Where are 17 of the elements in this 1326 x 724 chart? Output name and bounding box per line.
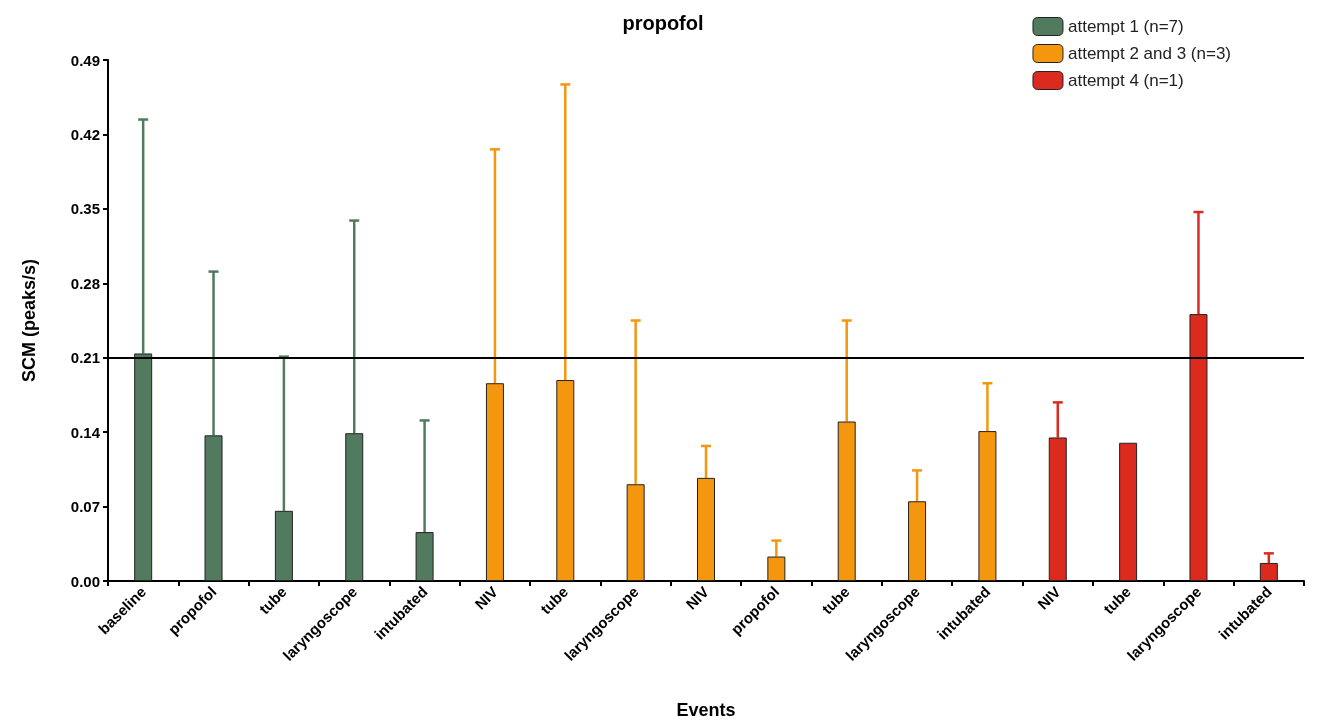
y-tick-label: 0.00 <box>70 572 100 590</box>
x-axis-title: Events <box>676 700 736 720</box>
y-tick-label: 0.49 <box>70 51 100 69</box>
x-tick-label: NIV <box>682 582 713 613</box>
y-tick-label: 0.28 <box>70 274 100 292</box>
legend-label: attempt 1 (n=7) <box>1067 17 1184 36</box>
x-tick-label: NIV <box>471 582 501 613</box>
chart-title: propofol <box>622 12 704 34</box>
y-tick-label: 0.21 <box>70 349 100 367</box>
y-tick-label: 0.42 <box>70 125 100 143</box>
legend-label: attempt 2 and 3 (n=3) <box>1067 44 1232 63</box>
y-tick-label: 0.35 <box>70 200 100 218</box>
y-axis-title: SCM (peaks/s) <box>19 258 39 383</box>
y-tick-label: 0.07 <box>70 498 100 516</box>
y-tick-label: 0.14 <box>70 423 101 441</box>
legend-label: attempt 4 (n=1) <box>1067 71 1184 90</box>
x-tick-label: NIV <box>1034 582 1064 613</box>
